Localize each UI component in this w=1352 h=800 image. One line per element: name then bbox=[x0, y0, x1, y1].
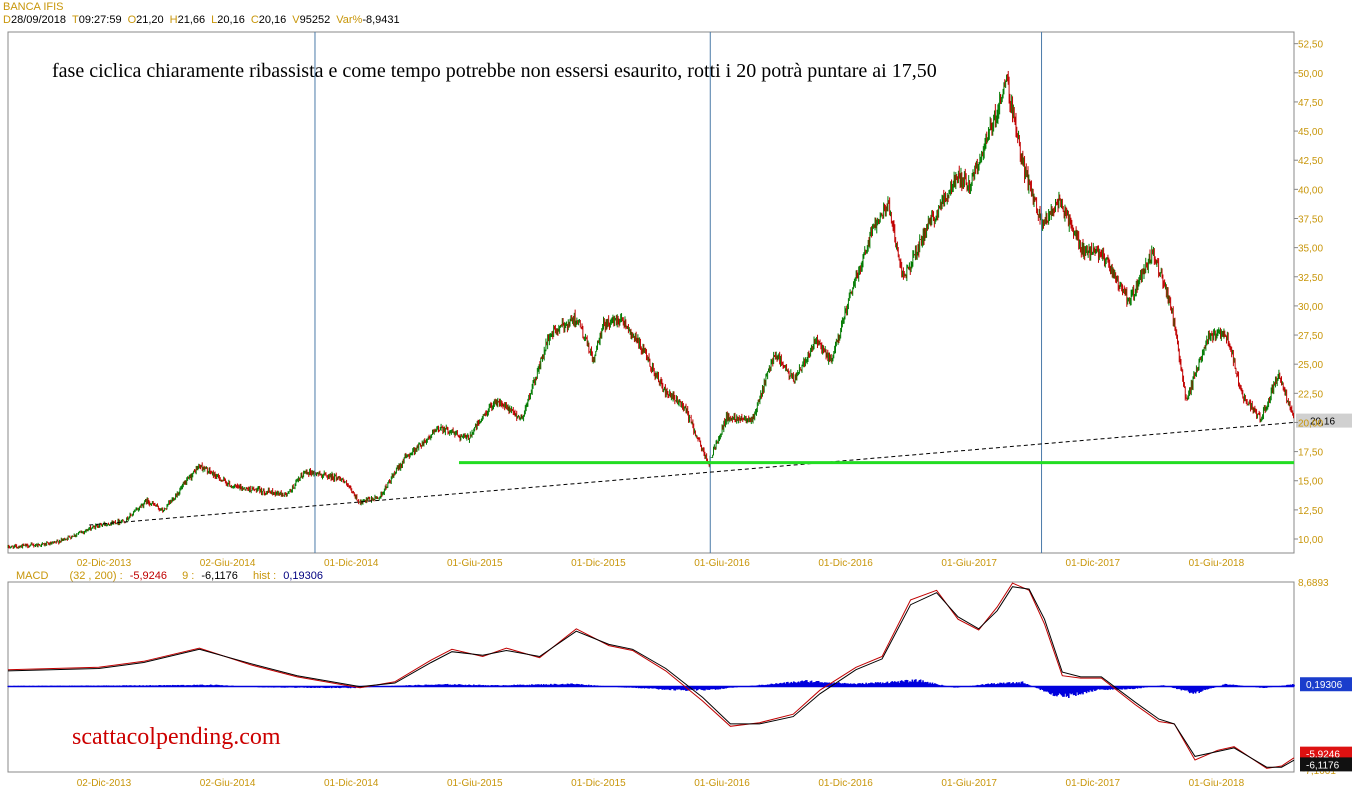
y-tick-label: 45,00 bbox=[1298, 127, 1323, 138]
header-field-key: O bbox=[127, 14, 137, 26]
price-panel-frame bbox=[7, 31, 1295, 554]
header-field-value: 09:27:59 bbox=[78, 14, 122, 26]
x-tick-label: 02-Dic-2013 bbox=[77, 558, 132, 569]
header-field-key: D bbox=[3, 14, 11, 26]
signal-value-box bbox=[1300, 757, 1352, 772]
x-tick-label: 01-Dic-2014 bbox=[324, 558, 379, 569]
y-tick-label: 27,50 bbox=[1298, 331, 1323, 342]
hist-value-box bbox=[1300, 677, 1352, 692]
x-tick-label: 01-Dic-2015 bbox=[571, 558, 626, 569]
y-tick-label: 25,00 bbox=[1298, 360, 1323, 371]
header-field-key: L bbox=[211, 14, 218, 26]
macd-x-tick-label: 01-Dic-2017 bbox=[1066, 778, 1121, 789]
macd-signal-label: 9 : bbox=[182, 570, 195, 582]
macd-hist-value: 0,19306 bbox=[283, 570, 324, 582]
x-tick-label: 01-Dic-2017 bbox=[1066, 558, 1121, 569]
annotation-text: fase ciclica chiaramente ribassista e co… bbox=[52, 60, 937, 82]
trend-line bbox=[89, 421, 1295, 526]
y-tick-label: 12,50 bbox=[1298, 506, 1323, 517]
x-tick-label: 01-Giu-2017 bbox=[941, 558, 997, 569]
y-tick-label: 10,00 bbox=[1298, 535, 1323, 546]
y-tick-label: 35,00 bbox=[1298, 244, 1323, 255]
macd-x-tick-label: 01-Giu-2015 bbox=[447, 778, 503, 789]
macd-panel-frame bbox=[7, 581, 1295, 773]
x-tick-label: 02-Giu-2014 bbox=[200, 558, 256, 569]
macd-x-tick-label: 01-Dic-2015 bbox=[571, 778, 626, 789]
header-field-key: H bbox=[169, 14, 178, 26]
y-tick-label: 22,50 bbox=[1298, 389, 1323, 400]
x-tick-label: 01-Giu-2016 bbox=[694, 558, 750, 569]
macd-y-min: -7,1001 bbox=[1302, 766, 1336, 777]
y-tick-label: 15,00 bbox=[1298, 477, 1323, 488]
macd-value-box bbox=[1300, 746, 1352, 761]
macd-params: (32 , 200) : bbox=[69, 570, 123, 582]
macd-x-tick-label: 02-Dic-2013 bbox=[77, 778, 132, 789]
header-field-value: 21,20 bbox=[136, 14, 164, 26]
header-field-value: 20,16 bbox=[258, 14, 287, 26]
macd-line bbox=[7, 582, 1295, 769]
macd-x-tick-label: 01-Giu-2017 bbox=[941, 778, 997, 789]
y-tick-label: 37,50 bbox=[1298, 214, 1323, 225]
macd-x-tick-label: 01-Dic-2014 bbox=[324, 778, 379, 789]
header-field-value: 20,16 bbox=[217, 14, 245, 26]
y-tick-label: 50,00 bbox=[1298, 69, 1323, 80]
y-tick-label: 52,50 bbox=[1298, 40, 1323, 51]
x-tick-label: 01-Giu-2015 bbox=[447, 558, 503, 569]
y-tick-label: 40,00 bbox=[1298, 185, 1323, 196]
macd-x-tick-label: 01-Giu-2018 bbox=[1189, 778, 1245, 789]
watermark: scattacolpending.com bbox=[72, 724, 281, 750]
chart-header: BANCA IFIS D28/09/2018 T09:27:59 O21,20 H21… bbox=[3, 1, 406, 27]
header-field-value: -8,9431 bbox=[362, 14, 400, 26]
signal-value-box-label: -6,1176 bbox=[1306, 760, 1340, 771]
macd-y-max: 8,6893 bbox=[1298, 578, 1329, 589]
macd-header: MACD (32 , 200) : -5,9246 9 : -6,1176 hi… bbox=[16, 570, 323, 582]
y-tick-label: 20,00 bbox=[1298, 418, 1323, 429]
header-field-value: 95252 bbox=[299, 14, 331, 26]
header-field-key: T bbox=[72, 14, 79, 26]
last-price-label: 20,16 bbox=[1310, 417, 1335, 428]
hist-value-box-label: 0,19306 bbox=[1306, 680, 1343, 691]
y-tick-label: 32,50 bbox=[1298, 273, 1323, 284]
header-field-key: V bbox=[292, 14, 300, 26]
macd-x-tick-label: 02-Giu-2014 bbox=[200, 778, 256, 789]
macd-x-tick-label: 01-Dic-2016 bbox=[818, 778, 873, 789]
y-tick-label: 30,00 bbox=[1298, 302, 1323, 313]
macd-value-box-label: -5,9246 bbox=[1306, 750, 1340, 761]
last-price-box bbox=[1296, 413, 1352, 428]
y-tick-label: 47,50 bbox=[1298, 98, 1323, 109]
y-tick-label: 17,50 bbox=[1298, 448, 1323, 459]
symbol-name: BANCA IFIS bbox=[3, 1, 64, 13]
macd-signal-value: -6,1176 bbox=[201, 570, 238, 582]
signal-line bbox=[7, 586, 1295, 768]
macd-value: -5,9246 bbox=[129, 570, 168, 582]
macd-x-tick-label: 01-Giu-2016 bbox=[694, 778, 750, 789]
header-field-value: 21,66 bbox=[177, 14, 206, 26]
header-field-value: 28/09/2018 bbox=[10, 14, 67, 26]
macd-hist-label: hist : bbox=[252, 570, 277, 582]
header-field-key: C bbox=[250, 14, 259, 26]
x-tick-label: 01-Giu-2018 bbox=[1189, 558, 1245, 569]
y-tick-label: 42,50 bbox=[1298, 156, 1323, 167]
x-tick-label: 01-Dic-2016 bbox=[818, 558, 873, 569]
macd-title: MACD bbox=[16, 570, 49, 582]
header-field-key: Var% bbox=[336, 14, 363, 26]
